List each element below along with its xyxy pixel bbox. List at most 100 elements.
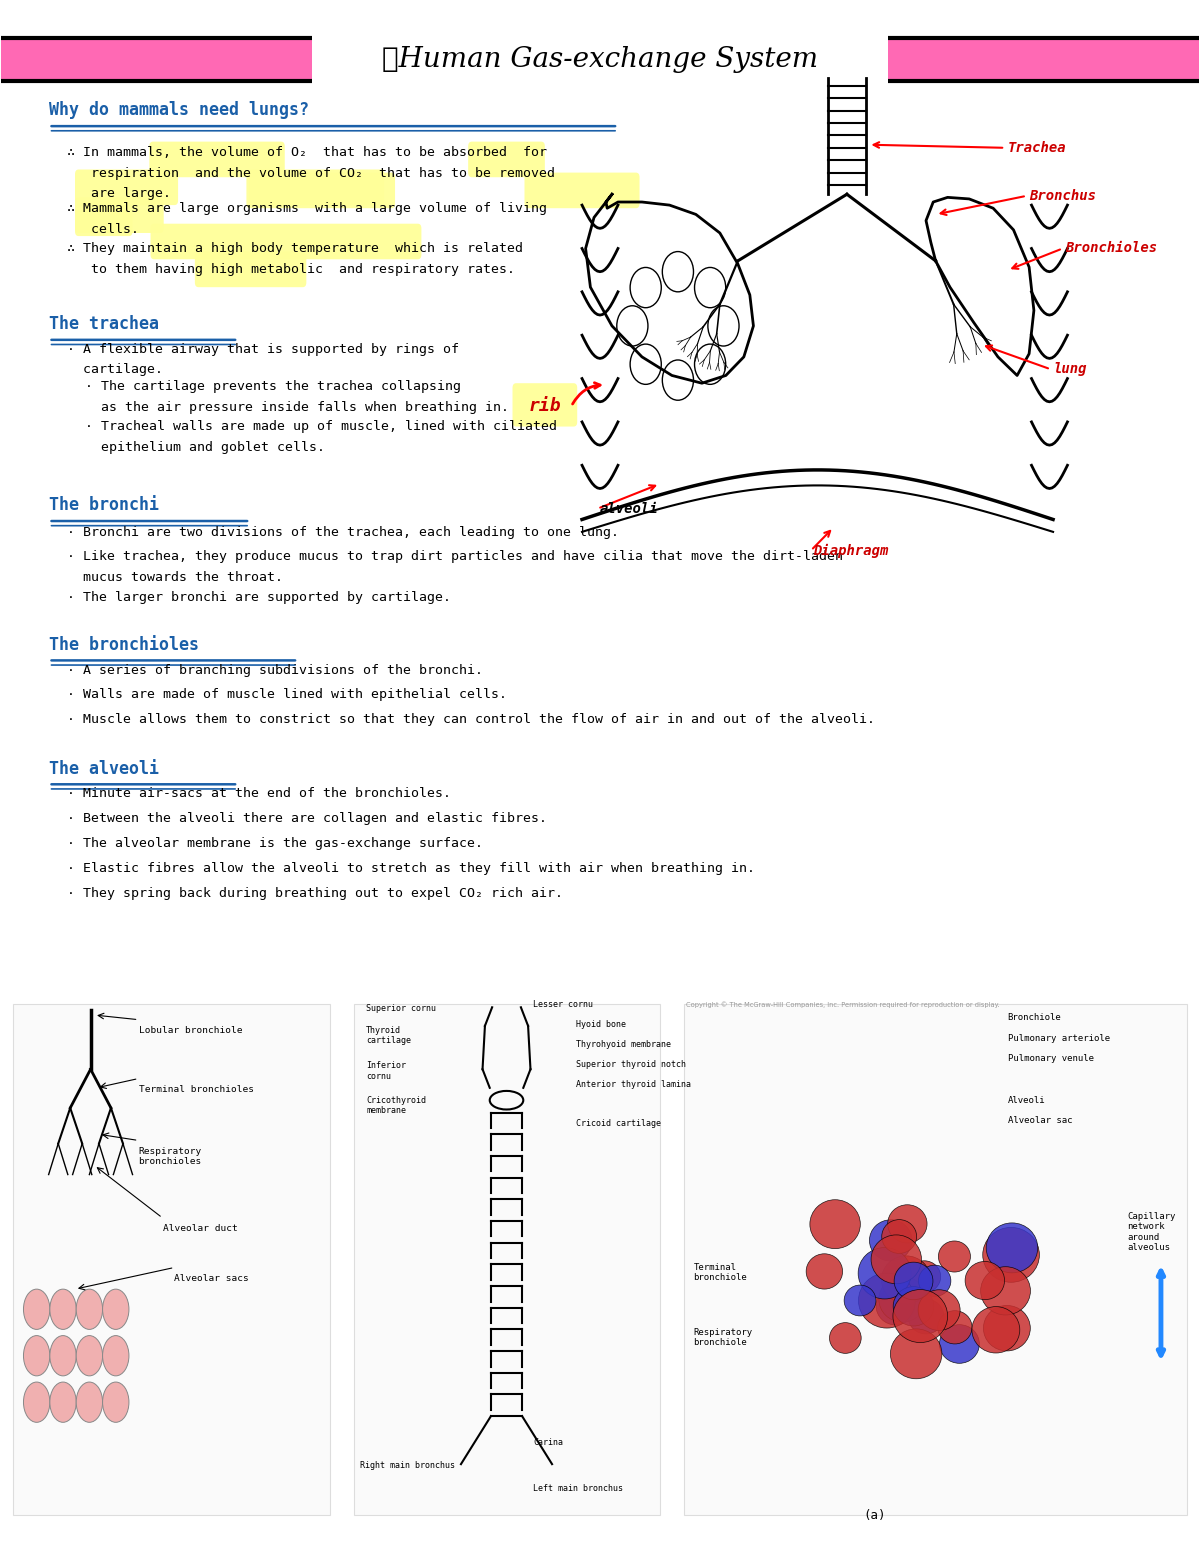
Ellipse shape xyxy=(24,1290,50,1330)
Text: Lobular bronchiole: Lobular bronchiole xyxy=(138,1026,242,1035)
Ellipse shape xyxy=(870,1220,912,1262)
Ellipse shape xyxy=(102,1383,128,1423)
Ellipse shape xyxy=(918,1265,950,1296)
Ellipse shape xyxy=(878,1276,926,1322)
FancyBboxPatch shape xyxy=(246,172,395,208)
Text: The bronchioles: The bronchioles xyxy=(49,636,199,654)
Text: Cricoid cartilage: Cricoid cartilage xyxy=(576,1119,661,1128)
Text: Superior cornu: Superior cornu xyxy=(366,1004,437,1014)
Text: · They spring back during breathing out to expel CO₂ rich air.: · They spring back during breathing out … xyxy=(67,887,563,899)
Ellipse shape xyxy=(77,1383,102,1423)
Ellipse shape xyxy=(972,1307,1020,1353)
Text: · Tracheal walls are made up of muscle, lined with ciliated
  epithelium and gob: · Tracheal walls are made up of muscle, … xyxy=(84,420,557,454)
Text: The trachea: The trachea xyxy=(49,315,158,333)
Text: · The larger bronchi are supported by cartilage.: · The larger bronchi are supported by ca… xyxy=(67,591,451,603)
Text: The bronchi: The bronchi xyxy=(49,496,158,515)
Text: · Like trachea, they produce mucus to trap dirt particles and have cilia that mo: · Like trachea, they produce mucus to tr… xyxy=(67,550,842,584)
Text: · Between the alveoli there are collagen and elastic fibres.: · Between the alveoli there are collagen… xyxy=(67,812,547,825)
Text: Trachea: Trachea xyxy=(1008,141,1066,155)
Ellipse shape xyxy=(50,1383,77,1423)
Ellipse shape xyxy=(980,1266,1031,1314)
Text: Superior thyroid notch: Superior thyroid notch xyxy=(576,1060,686,1069)
Text: Alveolar sacs: Alveolar sacs xyxy=(174,1274,250,1283)
Text: ∴ Mammals are large organisms  with a large volume of living
   cells.: ∴ Mammals are large organisms with a lar… xyxy=(67,202,547,236)
Text: Bronchiole: Bronchiole xyxy=(1008,1014,1061,1023)
Text: Terminal
bronchiole: Terminal bronchiole xyxy=(694,1263,748,1282)
Ellipse shape xyxy=(940,1325,979,1364)
Text: alveoli: alveoli xyxy=(600,502,659,516)
Text: · Minute air-sacs at the end of the bronchioles.: · Minute air-sacs at the end of the bron… xyxy=(67,787,451,800)
FancyBboxPatch shape xyxy=(468,141,545,177)
Text: Why do mammals need lungs?: Why do mammals need lungs? xyxy=(49,101,308,119)
Text: · The cartilage prevents the trachea collapsing
  as the air pressure inside fal: · The cartilage prevents the trachea col… xyxy=(84,380,509,414)
Ellipse shape xyxy=(937,1311,972,1344)
Ellipse shape xyxy=(894,1262,932,1300)
Text: Thyroid
cartilage: Thyroid cartilage xyxy=(366,1026,412,1045)
Ellipse shape xyxy=(893,1286,934,1325)
Text: · A flexible airway that is supported by rings of
  cartilage.: · A flexible airway that is supported by… xyxy=(67,343,458,377)
Text: rib: rib xyxy=(528,397,562,415)
Text: The alveoli: The alveoli xyxy=(49,760,158,778)
Ellipse shape xyxy=(876,1286,916,1325)
Ellipse shape xyxy=(50,1290,77,1330)
Ellipse shape xyxy=(908,1299,944,1335)
Ellipse shape xyxy=(102,1336,128,1376)
Ellipse shape xyxy=(890,1328,942,1380)
Text: Alveoli: Alveoli xyxy=(1008,1096,1045,1105)
Ellipse shape xyxy=(871,1235,922,1283)
FancyBboxPatch shape xyxy=(150,223,421,259)
Ellipse shape xyxy=(983,1305,1031,1352)
Text: Terminal bronchioles: Terminal bronchioles xyxy=(138,1085,253,1094)
Text: Respiratory
bronchioles: Respiratory bronchioles xyxy=(138,1147,202,1166)
Text: · Muscle allows them to constrict so that they can control the flow of air in an: · Muscle allows them to constrict so tha… xyxy=(67,713,875,725)
Ellipse shape xyxy=(888,1204,928,1243)
Ellipse shape xyxy=(893,1290,948,1342)
Ellipse shape xyxy=(858,1273,916,1328)
FancyBboxPatch shape xyxy=(354,1004,660,1516)
Text: Hyoid bone: Hyoid bone xyxy=(576,1020,626,1029)
Ellipse shape xyxy=(77,1290,102,1330)
Text: Right main bronchus: Right main bronchus xyxy=(360,1462,455,1469)
Text: Capillary
network
around
alveolus: Capillary network around alveolus xyxy=(1127,1212,1176,1252)
Text: Left main bronchus: Left main bronchus xyxy=(533,1485,623,1493)
Ellipse shape xyxy=(938,1242,971,1273)
Text: Carina: Carina xyxy=(533,1438,563,1446)
Ellipse shape xyxy=(102,1290,128,1330)
Ellipse shape xyxy=(829,1322,862,1353)
Text: Bronchioles: Bronchioles xyxy=(1066,242,1157,256)
FancyBboxPatch shape xyxy=(1,37,1199,81)
FancyBboxPatch shape xyxy=(524,172,640,208)
Ellipse shape xyxy=(986,1223,1038,1273)
Ellipse shape xyxy=(50,1336,77,1376)
Ellipse shape xyxy=(844,1285,876,1316)
Ellipse shape xyxy=(24,1383,50,1423)
FancyBboxPatch shape xyxy=(194,251,306,287)
Text: · Bronchi are two divisions of the trachea, each leading to one lung.: · Bronchi are two divisions of the trach… xyxy=(67,525,619,539)
Text: Pulmonary venule: Pulmonary venule xyxy=(1008,1054,1093,1063)
Ellipse shape xyxy=(810,1200,860,1249)
Text: Thyrohyoid membrane: Thyrohyoid membrane xyxy=(576,1040,671,1049)
Text: Anterior thyroid lamina: Anterior thyroid lamina xyxy=(576,1080,691,1090)
Text: Pulmonary arteriole: Pulmonary arteriole xyxy=(1008,1034,1110,1043)
Ellipse shape xyxy=(858,1248,911,1299)
Text: Lesser cornu: Lesser cornu xyxy=(533,1000,593,1009)
Ellipse shape xyxy=(882,1220,917,1254)
Text: ∴ They maintain a high body temperature  which is related
   to them having high: ∴ They maintain a high body temperature … xyxy=(67,242,523,276)
Text: · A series of branching subdivisions of the bronchi.: · A series of branching subdivisions of … xyxy=(67,663,482,676)
Ellipse shape xyxy=(965,1262,1004,1299)
Text: Inferior
cornu: Inferior cornu xyxy=(366,1062,407,1080)
FancyBboxPatch shape xyxy=(13,1004,330,1516)
FancyBboxPatch shape xyxy=(149,141,284,177)
FancyBboxPatch shape xyxy=(248,169,384,205)
FancyBboxPatch shape xyxy=(76,169,178,205)
Text: · Elastic fibres allow the alveoli to stretch as they fill with air when breathi: · Elastic fibres allow the alveoli to st… xyxy=(67,862,755,874)
Text: 🫁Human Gas-exchange System: 🫁Human Gas-exchange System xyxy=(382,46,818,73)
Text: Respiratory
bronchiole: Respiratory bronchiole xyxy=(694,1328,752,1347)
Text: Copyright © The McGraw-Hill Companies, Inc. Permission required for reproduction: Copyright © The McGraw-Hill Companies, I… xyxy=(686,1001,1000,1008)
Text: (a): (a) xyxy=(864,1510,886,1522)
Text: Diaphragm: Diaphragm xyxy=(814,544,889,558)
Text: · Walls are made of muscle lined with epithelial cells.: · Walls are made of muscle lined with ep… xyxy=(67,688,506,701)
Ellipse shape xyxy=(77,1336,102,1376)
Text: Alveolar sac: Alveolar sac xyxy=(1008,1116,1072,1125)
FancyBboxPatch shape xyxy=(512,383,577,426)
